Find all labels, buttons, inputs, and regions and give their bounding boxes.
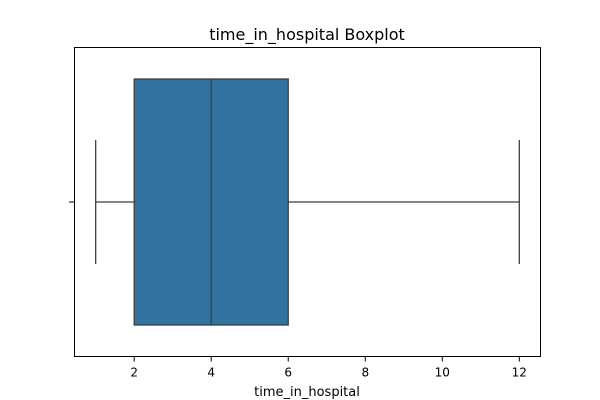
x-axis-label: time_in_hospital bbox=[254, 385, 360, 400]
x-tick-label: 6 bbox=[284, 366, 292, 380]
x-axis-ticks: 2 4 6 8 10 12 bbox=[130, 356, 527, 380]
chart-title: time_in_hospital Boxplot bbox=[209, 25, 405, 45]
x-tick-label: 10 bbox=[435, 366, 450, 380]
x-tick-label: 2 bbox=[130, 366, 138, 380]
plot-layer bbox=[95, 78, 520, 326]
x-tick-label: 4 bbox=[207, 366, 215, 380]
x-tick-label: 8 bbox=[361, 366, 369, 380]
x-tick-label: 12 bbox=[512, 366, 527, 380]
